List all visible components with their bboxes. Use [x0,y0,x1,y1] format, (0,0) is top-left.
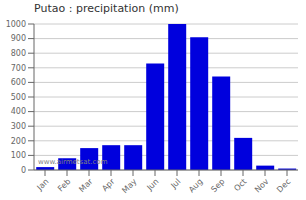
svg-text:May: May [120,177,138,195]
svg-text:800: 800 [11,49,26,58]
svg-text:400: 400 [11,107,26,116]
svg-text:Aug: Aug [187,177,204,194]
html-text:Putao : precipitation (mm): Putao : precipitation (mm) [34,2,179,15]
svg-text:Oct: Oct [232,177,248,193]
svg-text:100: 100 [11,151,26,160]
html-text:www.airmetsat.com: www.airmetsat.com [38,158,108,166]
svg-text:600: 600 [11,78,26,87]
svg-text:200: 200 [11,137,26,146]
svg-text:Mar: Mar [77,177,95,195]
svg-text:700: 700 [11,64,26,73]
svg-text:500: 500 [11,93,26,102]
svg-text:0: 0 [21,166,26,175]
svg-text:Sep: Sep [209,177,226,194]
svg-text:Jun: Jun [145,177,161,193]
svg-text:300: 300 [11,122,26,131]
svg-text:Dec: Dec [275,177,292,194]
svg-text:900: 900 [11,34,26,43]
svg-text:Nov: Nov [253,177,271,195]
svg-text:Feb: Feb [56,177,72,193]
svg-text:Apr: Apr [100,177,117,194]
svg-text:Jan: Jan [35,177,51,193]
svg-text:Jul: Jul [169,177,183,191]
svg-text:1000: 1000 [8,20,26,29]
